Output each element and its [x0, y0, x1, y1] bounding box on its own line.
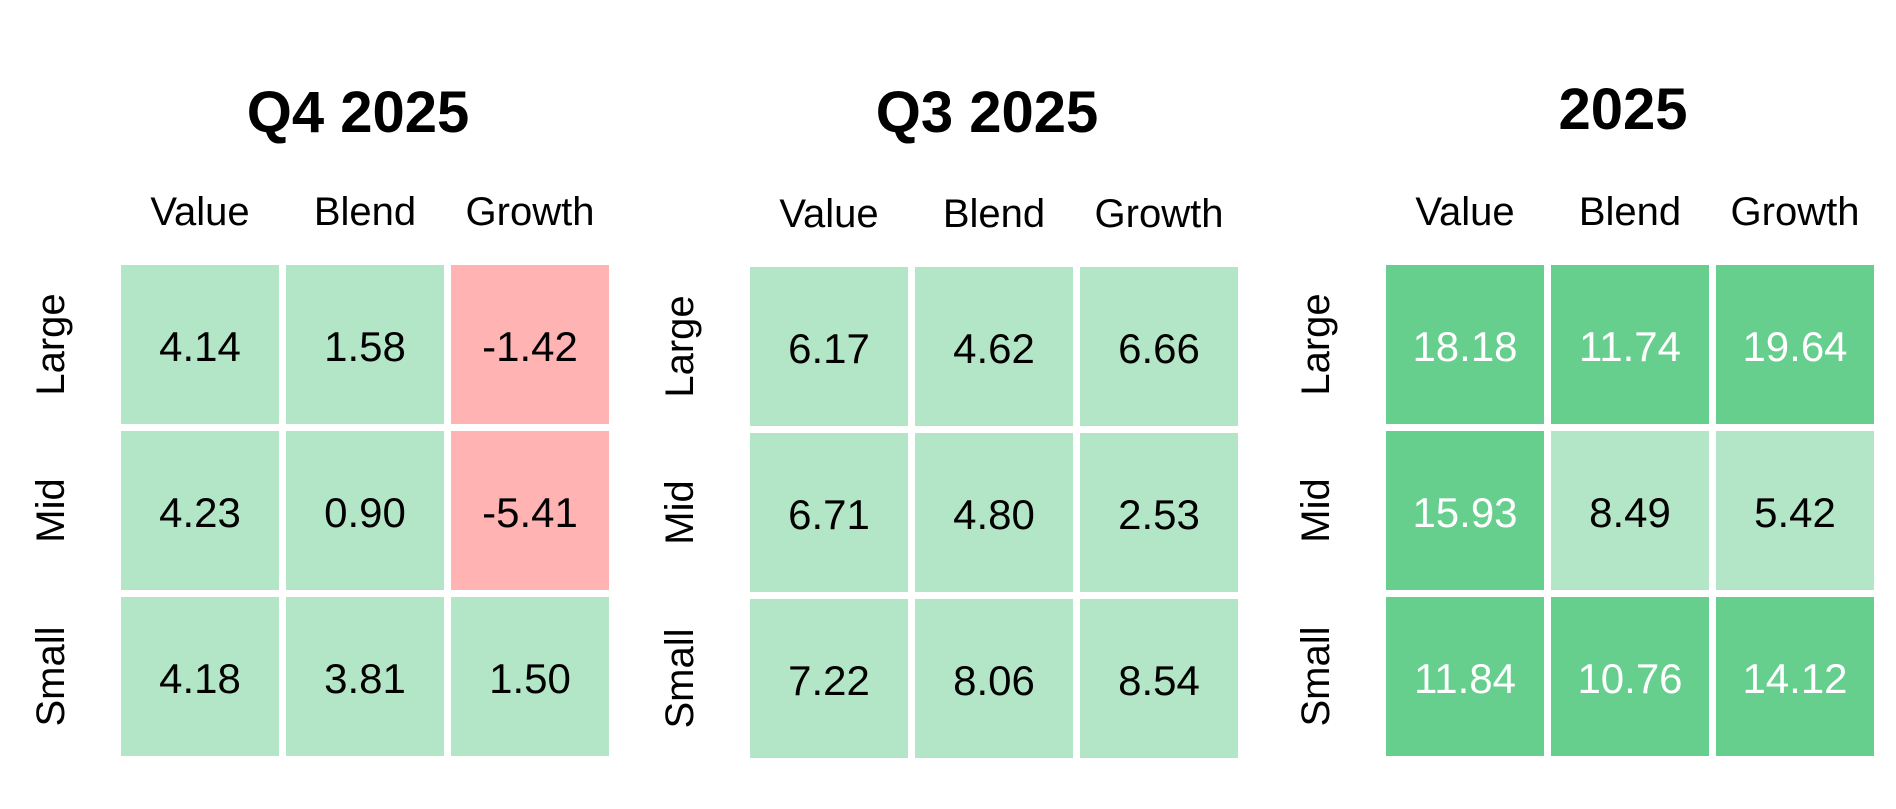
heatmap-cell [451, 265, 609, 424]
heatmap-cell [1716, 597, 1874, 756]
heatmap-cell [1716, 265, 1874, 424]
heatmap-cell [750, 599, 908, 758]
heatmap-cell [915, 433, 1073, 592]
chart-title: Q3 2025 [876, 80, 1099, 145]
heatmap-cell [750, 267, 908, 426]
heatmap-cell [1386, 431, 1544, 590]
row-label: Large [29, 293, 73, 395]
heatmap-cell [1080, 433, 1238, 592]
heatmap-cell [121, 265, 279, 424]
cell-value: 4.80 [953, 491, 1035, 538]
cell-value: 2.53 [1118, 491, 1200, 538]
cell-value: 19.64 [1742, 323, 1847, 370]
row-label: Mid [29, 478, 73, 542]
row-label: Small [658, 628, 702, 728]
row-label: Small [1294, 626, 1338, 726]
cell-value: 14.12 [1742, 655, 1847, 702]
heatmap-cell [286, 265, 444, 424]
heatmap-cell [1551, 597, 1709, 756]
cell-value: 7.22 [788, 657, 870, 704]
cell-value: 8.49 [1589, 489, 1671, 536]
heatmap-cell [286, 431, 444, 590]
cell-value: 18.18 [1412, 323, 1517, 370]
cell-value: 6.17 [788, 325, 870, 372]
row-label: Mid [1294, 478, 1338, 542]
heatmap-cell [1551, 431, 1709, 590]
column-label: Value [1415, 190, 1514, 234]
cell-value: 10.76 [1577, 655, 1682, 702]
cell-value: 8.06 [953, 657, 1035, 704]
cell-value: 3.81 [324, 655, 406, 702]
column-label: Value [779, 192, 878, 236]
cell-value: 4.18 [159, 655, 241, 702]
cell-value: 1.50 [489, 655, 571, 702]
column-label: Value [150, 190, 249, 234]
cell-value: 4.62 [953, 325, 1035, 372]
heatmap-cell [121, 597, 279, 756]
row-label: Large [658, 295, 702, 397]
heatmap-cell [1080, 599, 1238, 758]
heatmap-cell [451, 597, 609, 756]
cell-value: 4.14 [159, 323, 241, 370]
cell-value: 6.71 [788, 491, 870, 538]
heatmap-cell [451, 431, 609, 590]
cell-value: 5.42 [1754, 489, 1836, 536]
heatmap-cell [286, 597, 444, 756]
row-label: Small [29, 626, 73, 726]
heatmap-cell [915, 267, 1073, 426]
heatmap-cell [915, 599, 1073, 758]
heatmap-cell [1716, 431, 1874, 590]
cell-value: -5.41 [482, 489, 578, 536]
heatmap-cell [750, 433, 908, 592]
column-label: Growth [1731, 190, 1860, 234]
heatmap-cell [1551, 265, 1709, 424]
row-label: Mid [658, 480, 702, 544]
cell-value: 0.90 [324, 489, 406, 536]
row-label: Large [1294, 293, 1338, 395]
cell-value: -1.42 [482, 323, 578, 370]
chart-title: Q4 2025 [247, 80, 470, 145]
column-label: Blend [1579, 190, 1681, 234]
heatmap-cell [121, 431, 279, 590]
heatmap-cell [1386, 265, 1544, 424]
column-label: Blend [943, 192, 1045, 236]
column-label: Growth [1095, 192, 1224, 236]
heatmap-cell [1386, 597, 1544, 756]
column-label: Growth [466, 190, 595, 234]
cell-value: 8.54 [1118, 657, 1200, 704]
cell-value: 1.58 [324, 323, 406, 370]
chart-title: 2025 [1558, 77, 1687, 142]
cell-value: 6.66 [1118, 325, 1200, 372]
cell-value: 11.74 [1579, 323, 1681, 370]
cell-value: 15.93 [1412, 489, 1517, 536]
column-label: Blend [314, 190, 416, 234]
cell-value: 11.84 [1414, 655, 1516, 702]
heatmap-cell [1080, 267, 1238, 426]
cell-value: 4.23 [159, 489, 241, 536]
